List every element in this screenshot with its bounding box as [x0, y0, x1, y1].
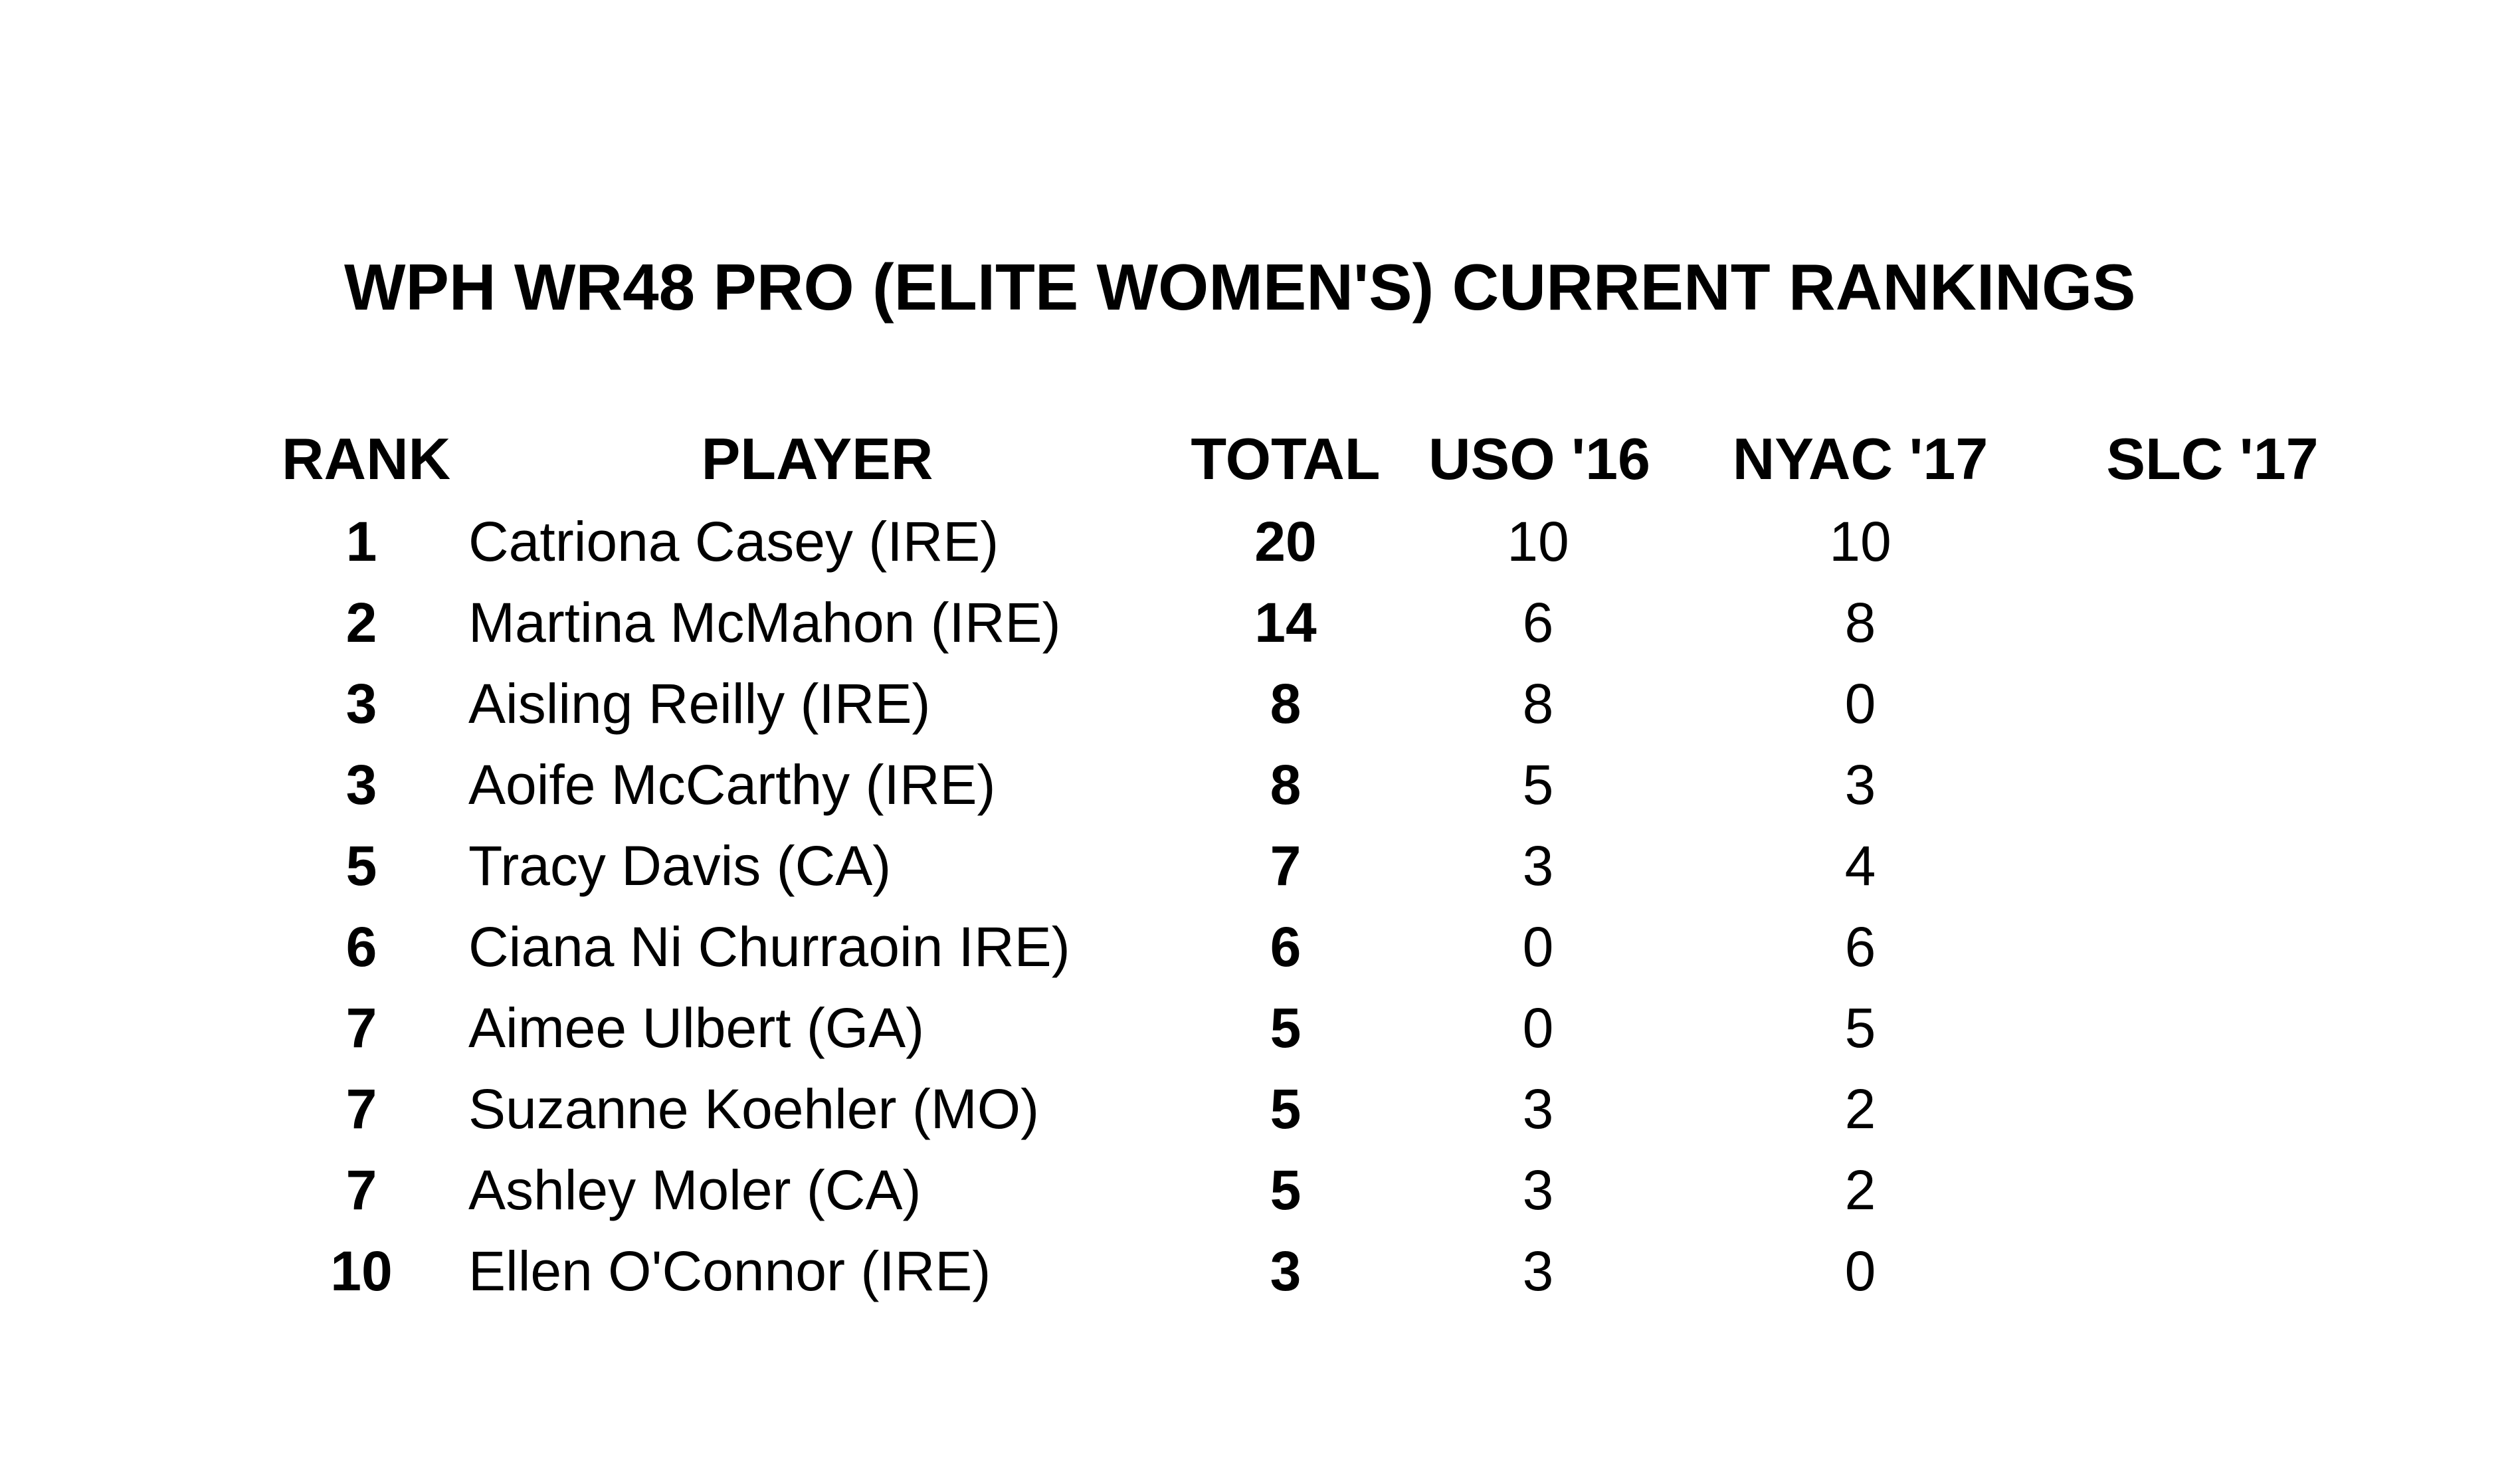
table-row-slc17	[2099, 667, 2325, 740]
table-row-slc17	[2099, 586, 2325, 659]
table-row-player: Martina McMahon (IRE)	[468, 591, 1061, 654]
table-row-player: Aisling Reilly (IRE)	[468, 672, 931, 735]
table-row-uso16: 10	[1507, 510, 1569, 573]
table-row-uso16: 3	[1522, 835, 1554, 897]
table-row-total: 8	[1270, 672, 1302, 735]
table-row-slc17	[2099, 829, 2325, 902]
table-row-slc17	[2099, 1072, 2325, 1145]
table-row-player: Aoife McCarthy (IRE)	[468, 753, 996, 816]
header-uso16: USO '16	[1428, 426, 1650, 492]
table-row-uso16: 3	[1522, 1078, 1554, 1140]
table-row-total: 7	[1270, 835, 1302, 897]
header-rank: RANK	[282, 426, 451, 492]
header-nyac17: NYAC '17	[1732, 426, 1988, 492]
table-row-player: Suzanne Koehler (MO)	[468, 1078, 1040, 1140]
table-row-uso16: 5	[1522, 753, 1554, 816]
table-row-nyac17: 10	[1829, 510, 1891, 573]
table-row-total: 8	[1270, 753, 1302, 816]
table-row-uso16: 0	[1522, 997, 1554, 1059]
header-player: PLAYER	[701, 426, 933, 492]
table-row-nyac17: 2	[1844, 1078, 1876, 1140]
table-row-slc17	[2099, 1153, 2325, 1227]
table-row-slc17	[2099, 991, 2325, 1064]
table-row-player: Ellen O'Connor (IRE)	[468, 1240, 991, 1302]
table-row-rank: 7	[345, 997, 377, 1059]
table-row-uso16: 8	[1522, 672, 1554, 735]
table-row-rank: 10	[330, 1240, 393, 1302]
table-row-total: 3	[1270, 1240, 1302, 1302]
table-row-player: Ciana Ni Churraoin IRE)	[468, 916, 1070, 978]
table-row-rank: 7	[345, 1078, 377, 1140]
table-row-nyac17: 2	[1844, 1159, 1876, 1221]
table-row-rank: 3	[345, 753, 377, 816]
table-row-slc17	[2099, 910, 2325, 983]
header-total: TOTAL	[1191, 426, 1381, 492]
table-row-nyac17: 0	[1844, 1240, 1876, 1302]
table-row-slc17	[2099, 1234, 2325, 1308]
header-slc17: SLC '17	[2106, 426, 2319, 492]
table-row-nyac17: 3	[1844, 753, 1876, 816]
table-row-nyac17: 4	[1844, 835, 1876, 897]
table-row-rank: 5	[345, 835, 377, 897]
table-row-rank: 1	[345, 510, 377, 573]
table-row-total: 6	[1270, 916, 1302, 978]
table-row-nyac17: 8	[1844, 591, 1876, 654]
table-row-nyac17: 6	[1844, 916, 1876, 978]
table-row-uso16: 0	[1522, 916, 1554, 978]
table-row-rank: 2	[345, 591, 377, 654]
table-row-uso16: 3	[1522, 1159, 1554, 1221]
table-row-total: 5	[1270, 1159, 1302, 1221]
table-row-slc17	[2099, 748, 2325, 821]
table-row-slc17	[2099, 505, 2325, 578]
page-title: WPH WR48 PRO (ELITE WOMEN'S) CURRENT RAN…	[344, 250, 2136, 324]
table-row-player: Tracy Davis (CA)	[468, 835, 892, 897]
table-row-total: 5	[1270, 1078, 1302, 1140]
table-row-player: Aimee Ulbert (GA)	[468, 997, 925, 1059]
table-row-nyac17: 0	[1844, 672, 1876, 735]
table-row-total: 5	[1270, 997, 1302, 1059]
table-row-player: Catriona Casey (IRE)	[468, 510, 999, 573]
table-row-rank: 6	[345, 916, 377, 978]
table-row-rank: 3	[345, 672, 377, 735]
table-row-uso16: 3	[1522, 1240, 1554, 1302]
table-row-rank: 7	[345, 1159, 377, 1221]
table-row-uso16: 6	[1522, 591, 1554, 654]
table-row-total: 14	[1254, 591, 1317, 654]
table-row-nyac17: 5	[1844, 997, 1876, 1059]
table-row-total: 20	[1254, 510, 1317, 573]
table-row-player: Ashley Moler (CA)	[468, 1159, 921, 1221]
